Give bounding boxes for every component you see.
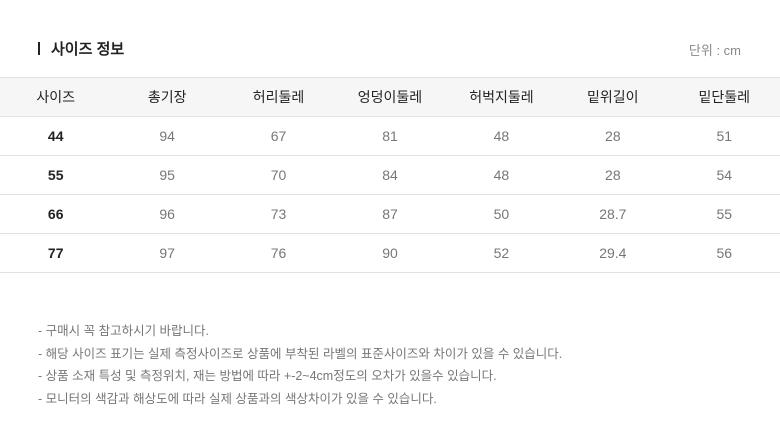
measurement-cell: 50 — [445, 194, 558, 234]
measurement-cell: 94 — [111, 116, 223, 156]
measurement-cell: 84 — [334, 155, 446, 195]
measurement-cell: 52 — [445, 233, 558, 273]
title-bar-marker — [38, 42, 40, 55]
measurement-cell: 28 — [557, 155, 669, 195]
measurement-cell: 55 — [668, 194, 780, 234]
unit-label: 단위 : cm — [688, 43, 741, 58]
measurement-cell: 48 — [445, 116, 558, 156]
note-item: - 상품 소재 특성 및 측정위치, 재는 방법에 따라 +-2~4cm정도의 … — [38, 369, 497, 383]
measurement-cell: 73 — [222, 194, 335, 234]
measurement-cell: 51 — [668, 116, 780, 156]
size-cell: 66 — [0, 194, 112, 234]
note-item: - 구매시 꼭 참고하시기 바랍니다. — [38, 324, 210, 338]
measurement-cell: 70 — [222, 155, 335, 195]
measurement-cell: 81 — [334, 116, 446, 156]
size-cell: 77 — [0, 233, 112, 273]
measurement-cell: 56 — [668, 233, 780, 273]
table-body: 44 94 67 81 48 28 51 55 95 70 84 48 28 54 66 96 73 87 50 28… — [0, 116, 780, 273]
table-row: 66 96 73 87 50 28.7 55 — [0, 194, 780, 234]
measurement-cell: 28.7 — [557, 194, 669, 234]
note-item: - 해당 사이즈 표기는 실제 측정사이즈로 상품에 부착된 라벨의 표준사이즈… — [38, 346, 563, 361]
table-row: 44 94 67 81 48 28 51 — [0, 116, 780, 156]
column-header: 사이즈 — [0, 77, 112, 117]
table-row: 55 95 70 84 48 28 54 — [0, 155, 780, 195]
column-header: 밑위길이 — [557, 77, 669, 117]
size-cell: 55 — [0, 155, 112, 195]
section-title-text: 사이즈 정보 — [51, 41, 125, 58]
measurement-cell: 95 — [111, 155, 223, 195]
measurement-cell: 90 — [334, 233, 446, 273]
measurement-cell: 87 — [334, 194, 446, 234]
column-header: 총기장 — [111, 77, 223, 117]
measurement-cell: 67 — [222, 116, 335, 156]
note-item: - 모니터의 색감과 해상도에 따라 실제 상품과의 색상차이가 있을 수 있습… — [38, 391, 437, 406]
column-header: 허벅지둘레 — [445, 77, 558, 117]
column-header: 밑단둘레 — [668, 77, 780, 117]
column-header: 엉덩이둘레 — [334, 77, 446, 117]
section-title: 사이즈 정보 — [38, 38, 124, 59]
measurement-cell: 76 — [222, 233, 335, 273]
size-table: 사이즈 총기장 허리둘레 엉덩이둘레 허벅지둘레 밑위길이 밑단둘레 44 94 67 81 48 2… — [0, 77, 780, 273]
measurement-cell: 96 — [111, 194, 223, 234]
notes-list: - 구매시 꼭 참고하시기 바랍니다. - 해당 사이즈 표기는 실제 측정사이즈… — [38, 320, 562, 410]
measurement-cell: 97 — [111, 233, 223, 273]
measurement-cell: 48 — [445, 155, 558, 195]
table-header-row: 사이즈 총기장 허리둘레 엉덩이둘레 허벅지둘레 밑위길이 밑단둘레 — [0, 77, 780, 117]
size-cell: 44 — [0, 116, 112, 156]
column-header: 허리둘레 — [222, 77, 335, 117]
table-row: 77 97 76 90 52 29.4 56 — [0, 233, 780, 273]
measurement-cell: 54 — [668, 155, 780, 195]
measurement-cell: 29.4 — [557, 233, 669, 273]
measurement-cell: 28 — [557, 116, 669, 156]
